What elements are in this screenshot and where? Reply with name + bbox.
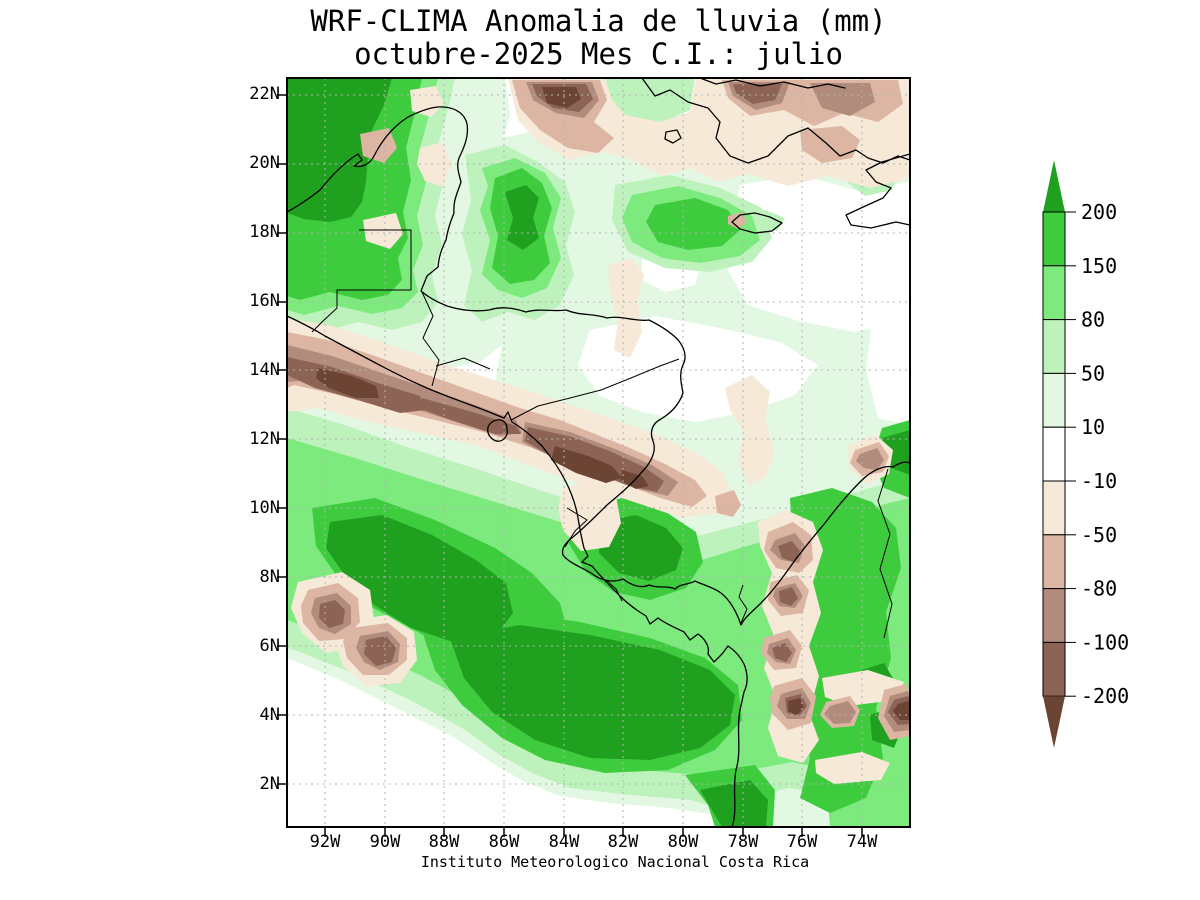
lat-tick-label: 6N xyxy=(259,636,280,656)
figure-title: WRF-CLIMA Anomalia de lluvia (mm) octubr… xyxy=(287,5,910,71)
lat-tick-label: 18N xyxy=(249,222,280,242)
lon-tick-label: 84W xyxy=(548,832,580,852)
colorbar-label: -50 xyxy=(1081,523,1117,547)
lon-tick-label: 80W xyxy=(667,832,699,852)
lon-tick-label: 82W xyxy=(607,832,639,852)
colorbar-label: 200 xyxy=(1081,200,1117,224)
lat-tick-label: 20N xyxy=(249,153,280,173)
country-borders xyxy=(311,229,893,639)
lat-tick-label: 12N xyxy=(249,429,280,449)
footer-caption: Instituto Meteorologico Nacional Costa R… xyxy=(420,853,810,871)
lon-tick-label: 74W xyxy=(846,832,878,852)
grid-lines xyxy=(287,78,910,827)
lat-tick-label: 10N xyxy=(249,498,280,518)
colorbar-label: -100 xyxy=(1081,630,1129,654)
colorbar-label: 10 xyxy=(1081,415,1105,439)
lon-tick-label: 86W xyxy=(488,832,520,852)
lon-tick-label: 88W xyxy=(428,832,460,852)
colorbar-label: 150 xyxy=(1081,254,1117,278)
map-plot xyxy=(277,77,911,837)
lat-tick-label: 22N xyxy=(249,84,280,104)
colorbar-label: 80 xyxy=(1081,308,1105,332)
anomaly-field xyxy=(287,78,910,827)
lat-tick-label: 14N xyxy=(249,360,280,380)
figure-title-line1: WRF-CLIMA Anomalia de lluvia (mm) xyxy=(310,4,887,38)
colorbar-arrow-bottom xyxy=(1043,696,1065,748)
colorbar-label: 50 xyxy=(1081,361,1105,385)
figure-title-line2: octubre-2025 Mes C.I.: julio xyxy=(354,37,843,71)
lon-tick-label: 90W xyxy=(369,832,401,852)
lat-tick-label: 16N xyxy=(249,291,280,311)
lat-tick-label: 2N xyxy=(259,774,280,794)
coastlines xyxy=(287,78,910,827)
colorbar: 200 150 80 50 10 -10 -50 -80 -100 -200 xyxy=(1042,160,1129,748)
colorbar-label: -10 xyxy=(1081,469,1117,493)
lat-tick-label: 4N xyxy=(259,705,280,725)
map-frame xyxy=(286,77,911,828)
lat-tick-label: 8N xyxy=(259,567,280,587)
axis-ticks xyxy=(277,94,863,837)
colorbar-arrow-top xyxy=(1043,160,1065,212)
colorbar-label: -80 xyxy=(1081,577,1117,601)
lon-tick-label: 78W xyxy=(727,832,759,852)
lon-tick-label: 76W xyxy=(786,832,818,852)
colorbar-label: -200 xyxy=(1081,684,1129,708)
lon-tick-label: 92W xyxy=(309,832,341,852)
